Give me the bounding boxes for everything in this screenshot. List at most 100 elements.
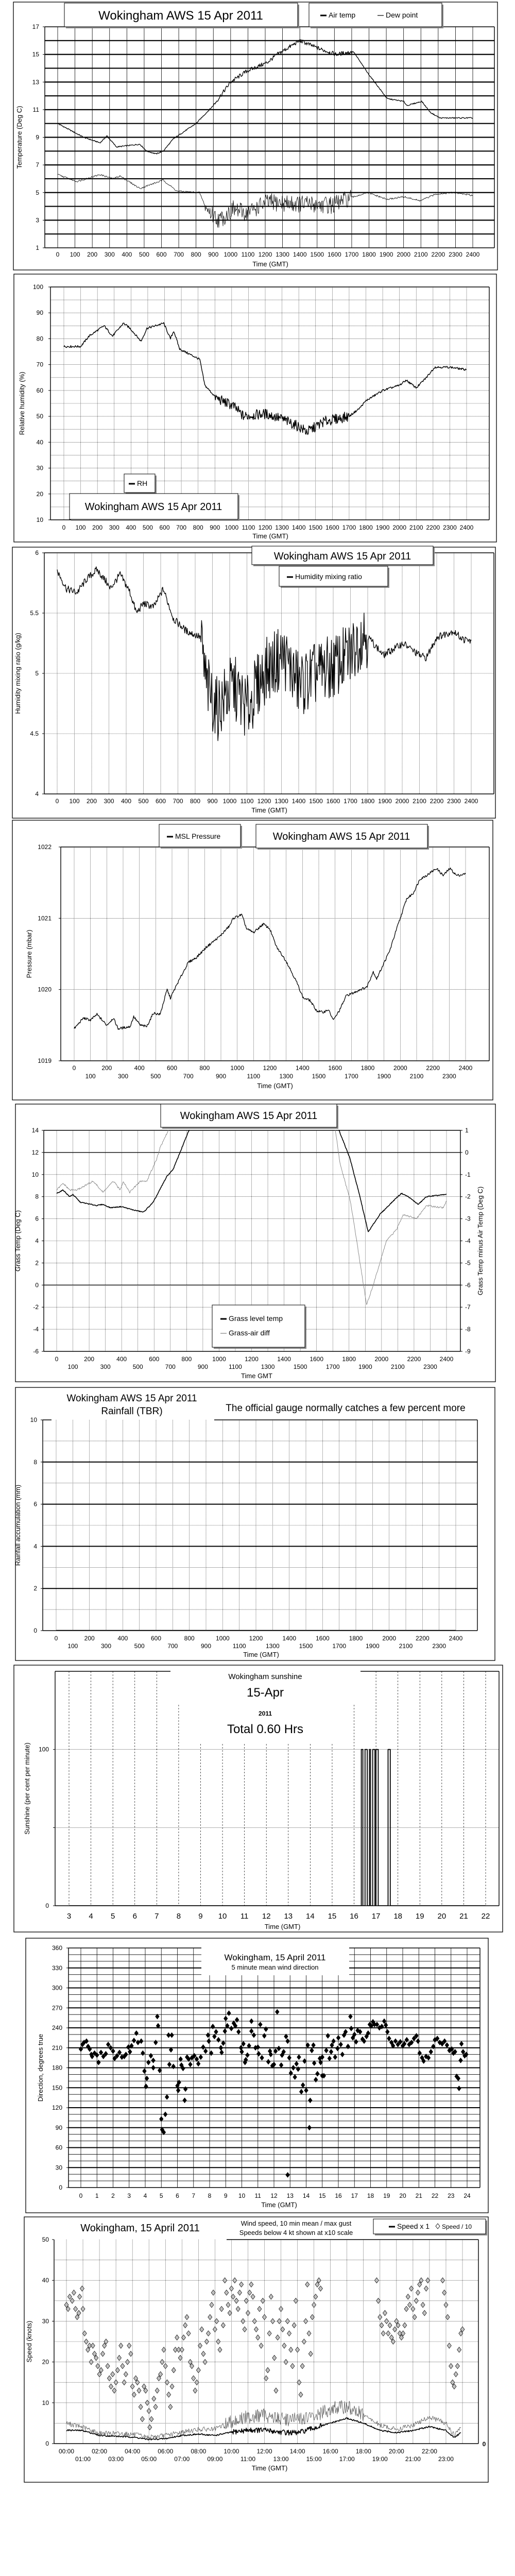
data-point-speed-10 bbox=[117, 2354, 122, 2361]
y2-tick-label: -9 bbox=[465, 1348, 471, 1355]
x-tick-label: 16 bbox=[350, 1912, 358, 1921]
data-point-speed-10 bbox=[175, 2334, 180, 2341]
data-point-wind-direction bbox=[157, 2067, 162, 2074]
data-point-speed-10 bbox=[147, 2424, 152, 2431]
y-tick-label: 330 bbox=[52, 1964, 62, 1972]
y-tick-label: 1021 bbox=[38, 914, 52, 922]
x-tick-label: 23:00 bbox=[438, 2455, 454, 2463]
data-point-speed-10 bbox=[105, 2363, 110, 2369]
x-tick-label: 800 bbox=[191, 251, 201, 258]
data-point-speed-10 bbox=[104, 2338, 109, 2345]
data-point-wind-direction bbox=[293, 2074, 297, 2080]
y2-tick-label: 0 bbox=[465, 1149, 469, 1156]
data-point-speed-10 bbox=[85, 2347, 91, 2353]
data-point-speed-10 bbox=[449, 2363, 454, 2369]
data-point-speed-10 bbox=[249, 2281, 254, 2287]
data-point-wind-direction bbox=[144, 2083, 148, 2090]
y-tick-label: 3 bbox=[36, 216, 39, 224]
x-tick-label: 1000 bbox=[224, 251, 237, 258]
y-tick-label: 0 bbox=[33, 1627, 37, 1634]
data-point-speed-10 bbox=[171, 2367, 176, 2374]
data-point-speed-10 bbox=[396, 2322, 401, 2329]
data-point-speed-10 bbox=[303, 2318, 308, 2325]
x-tick-label: 2300 bbox=[447, 798, 461, 805]
data-point-speed-10 bbox=[458, 2330, 464, 2336]
x-tick-label: 900 bbox=[198, 1363, 208, 1370]
data-point-speed-10 bbox=[176, 2347, 181, 2353]
y-tick-label: 150 bbox=[52, 2084, 62, 2091]
y-axis-title: Humidity mixing ratio (g/kg) bbox=[14, 633, 22, 714]
data-point-wind-direction bbox=[241, 2041, 246, 2047]
y-tick-label: 5 bbox=[35, 670, 39, 677]
legend-box bbox=[279, 566, 388, 587]
data-point-speed-10 bbox=[244, 2298, 249, 2304]
data-point-wind-direction bbox=[301, 2082, 305, 2088]
y-tick-label: 0 bbox=[45, 1902, 49, 1909]
x-tick-label: 700 bbox=[173, 798, 183, 805]
x-tick-label: 200 bbox=[87, 251, 97, 258]
x-tick-label: 600 bbox=[159, 524, 169, 531]
data-point-wind-direction bbox=[218, 2045, 224, 2051]
data-point-wind-direction bbox=[444, 2042, 450, 2048]
x-tick-label: 200 bbox=[87, 798, 97, 805]
data-point-wind-direction bbox=[294, 2061, 299, 2067]
x-tick-label: 17 bbox=[351, 2192, 358, 2199]
chart-subtitle: Wind speed, 10 min mean / max gust bbox=[241, 2219, 352, 2227]
mixing-ratio-chart: 4 4.5 5 5.5 6 0 100 200 300 400 500 600 700 800 900 100… bbox=[12, 546, 496, 819]
x-tick-label: 15:00 bbox=[306, 2455, 322, 2463]
series-line-max-gust bbox=[66, 2400, 461, 2440]
series-layer bbox=[74, 867, 466, 1030]
diamond-icon bbox=[435, 2223, 440, 2229]
data-point-wind-direction bbox=[247, 2043, 251, 2049]
x-tick-label: 1600 bbox=[328, 251, 341, 258]
y-tick-label: -4 bbox=[33, 1326, 39, 1333]
y-tick-label: 30 bbox=[42, 2317, 49, 2325]
data-point-wind-direction bbox=[129, 2043, 134, 2049]
data-point-wind-direction bbox=[176, 2087, 181, 2093]
x-tick-label: 0 bbox=[73, 1064, 76, 1072]
data-point-speed-10 bbox=[257, 2306, 262, 2312]
chart-frame bbox=[24, 2216, 489, 2483]
x-tick-label: 1400 bbox=[296, 1064, 310, 1072]
y-tick-label: 100 bbox=[39, 1746, 49, 1753]
data-point-wind-direction bbox=[288, 2070, 294, 2076]
data-point-wind-direction bbox=[411, 2036, 417, 2042]
y-tick-label: 30 bbox=[37, 465, 44, 472]
x-tick-label: 5 bbox=[160, 2192, 163, 2199]
x-tick-label: 10 bbox=[238, 2192, 246, 2199]
x-tick-label: 1300 bbox=[261, 1363, 275, 1370]
data-point-speed-10 bbox=[254, 2326, 259, 2333]
chart-subtitle: Rainfall (TBR) bbox=[101, 1406, 162, 1417]
legend-rh: RH bbox=[137, 479, 147, 487]
x-tick-label: 2300 bbox=[423, 1363, 437, 1370]
data-point-wind-direction bbox=[244, 2057, 248, 2063]
data-point-speed-10 bbox=[79, 2285, 84, 2292]
data-point-speed-10 bbox=[112, 2387, 117, 2394]
data-point-speed-10 bbox=[440, 2277, 445, 2283]
data-point-wind-direction bbox=[151, 2057, 156, 2063]
x-tick-label: 1000 bbox=[216, 1635, 230, 1642]
x-tick-label: 18 bbox=[367, 2192, 374, 2199]
legend-air-temp: Air temp bbox=[329, 11, 355, 19]
data-point-speed-10 bbox=[95, 2363, 100, 2369]
data-point-wind-direction bbox=[273, 2048, 278, 2054]
y-axis-title: Speed (knots) bbox=[25, 2321, 33, 2363]
data-point-wind-direction bbox=[151, 2065, 156, 2071]
data-point-wind-direction bbox=[352, 2031, 357, 2038]
x-tick-label: 00:00 bbox=[59, 2448, 74, 2455]
y2-tick-label: 1 bbox=[465, 1127, 469, 1134]
data-point-wind-direction bbox=[450, 2046, 454, 2052]
x-tick-label: 2200 bbox=[430, 798, 444, 805]
x-tick-label: 600 bbox=[156, 251, 166, 258]
data-point-speed-10 bbox=[293, 2298, 298, 2304]
data-point-wind-direction bbox=[362, 2038, 367, 2044]
x-tick-label: 2100 bbox=[391, 1363, 405, 1370]
x-tick-label: 2000 bbox=[392, 524, 406, 531]
data-point-speed-10 bbox=[409, 2285, 414, 2292]
data-point-speed-10 bbox=[280, 2326, 285, 2333]
data-point-wind-direction bbox=[80, 2041, 85, 2047]
data-point-speed-10 bbox=[143, 2387, 148, 2394]
x-tick-label: 300 bbox=[104, 798, 114, 805]
series-line-grass-level-temp bbox=[56, 1130, 190, 1213]
data-point-speed-10 bbox=[381, 2330, 386, 2336]
